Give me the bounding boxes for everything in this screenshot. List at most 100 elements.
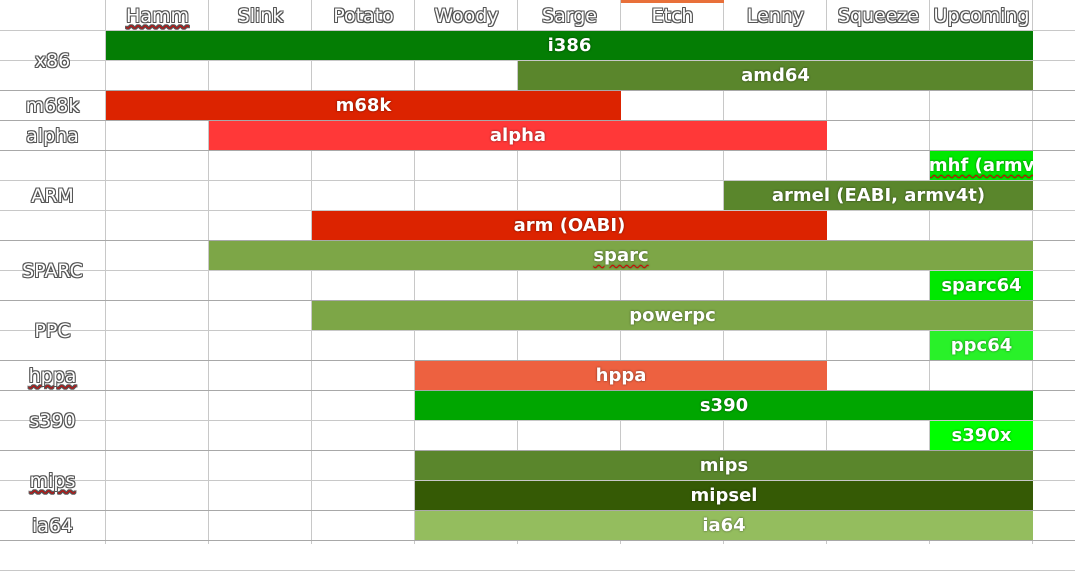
arch-bar-amd64[interactable]: amd64 [518, 61, 1033, 90]
arch-bar-s390x[interactable]: s390x [930, 421, 1033, 450]
arch-bar-label: powerpc [629, 305, 716, 326]
column-header-label: Woody [434, 4, 499, 27]
arch-bar-arm[interactable]: arm (OABI) [312, 211, 827, 240]
selected-column-indicator [621, 0, 724, 3]
row-group-arm: ARM [0, 151, 105, 240]
arch-bar-ppc64[interactable]: ppc64 [930, 331, 1033, 360]
grid-line-horizontal [0, 330, 1075, 331]
row-group-label: hppa [28, 364, 77, 387]
grid-line-vertical [723, 0, 724, 544]
column-header-slink[interactable]: Slink [209, 2, 312, 29]
arch-bar-hppa[interactable]: hppa [415, 361, 827, 390]
group-separator [0, 240, 1075, 241]
arch-bar-i386[interactable]: i386 [106, 31, 1033, 60]
row-group-sparc: SPARC [0, 241, 105, 300]
column-header-label: Sarge [542, 4, 597, 27]
arch-bar-label: amd64 [741, 65, 810, 86]
arch-bar-label: arm (OABI) [513, 215, 626, 236]
grid-line-horizontal [0, 270, 1075, 271]
arch-bar-armel[interactable]: armel (EABI, armv4t) [724, 181, 1033, 210]
column-header-label: Potato [333, 4, 394, 27]
grid-line-vertical [208, 0, 209, 544]
arch-bar-alpha[interactable]: alpha [209, 121, 827, 150]
row-group-label: PPC [34, 319, 71, 342]
row-group-ia64: ia64 [0, 511, 105, 540]
arch-bar-m68k[interactable]: m68k [106, 91, 621, 120]
column-header-lenny[interactable]: Lenny [724, 2, 827, 29]
row-group-label: alpha [26, 124, 79, 147]
column-header-label: Upcoming [933, 4, 1030, 27]
arch-bar-label: sparc64 [941, 275, 1022, 296]
grid-line-horizontal [0, 210, 1075, 211]
row-group-label: ARM [31, 184, 74, 207]
row-group-alpha: alpha [0, 121, 105, 150]
arch-bar-label: armel (EABI, armv4t) [771, 185, 986, 206]
column-header-etch[interactable]: Etch [621, 2, 724, 29]
arch-bar-mipsel[interactable]: mipsel [415, 481, 1033, 510]
column-header-label: Slink [237, 4, 284, 27]
row-group-label: ia64 [31, 514, 74, 537]
row-group-m68k: m68k [0, 91, 105, 120]
arch-bar-label: hppa [595, 365, 647, 386]
grid-line-vertical [826, 0, 827, 544]
row-group-label: x86 [34, 49, 71, 72]
arch-bar-label: alpha [489, 125, 547, 146]
column-header-woody[interactable]: Woody [415, 2, 518, 29]
row-group-hppa: hppa [0, 361, 105, 390]
group-separator [0, 120, 1075, 121]
arch-bar-ia64[interactable]: ia64 [415, 511, 1033, 540]
row-group-label: s390 [29, 409, 76, 432]
grid-line-vertical [414, 0, 415, 544]
arch-bar-sparc64[interactable]: sparc64 [930, 271, 1033, 300]
arch-bar-armhf[interactable]: armhf (armv7) [930, 151, 1033, 180]
group-separator [0, 150, 1075, 151]
column-header-hamm[interactable]: Hamm [106, 2, 209, 29]
column-header-label: Etch [651, 4, 694, 27]
group-separator [0, 300, 1075, 301]
group-separator [0, 360, 1075, 361]
row-group-ppc: PPC [0, 301, 105, 360]
arch-bar-label: s390 [699, 395, 749, 416]
arch-bar-label: s390x [951, 425, 1012, 446]
column-header-squeeze[interactable]: Squeeze [827, 2, 930, 29]
grid-line-vertical [517, 0, 518, 544]
arch-bar-label: i386 [547, 35, 592, 56]
group-separator [0, 390, 1075, 391]
grid-line-horizontal [0, 30, 1075, 31]
arch-bar-label: ia64 [702, 515, 746, 536]
arch-bar-powerpc[interactable]: powerpc [312, 301, 1033, 330]
group-separator [0, 90, 1075, 91]
grid-line-vertical [311, 0, 312, 544]
column-header-label: Squeeze [837, 4, 920, 27]
column-header-label: Lenny [746, 4, 805, 27]
row-group-label: SPARC [22, 259, 83, 282]
grid-line-horizontal [0, 180, 1075, 181]
row-group-label: m68k [25, 94, 80, 117]
arch-bar-mips[interactable]: mips [415, 451, 1033, 480]
row-group-mips: mips [0, 451, 105, 510]
arch-bar-label: mipsel [690, 485, 758, 506]
grid-line-vertical [620, 0, 621, 544]
arch-bar-label: mips [699, 455, 749, 476]
arch-bar-sparc[interactable]: sparc [209, 241, 1033, 270]
grid-line-horizontal [0, 60, 1075, 61]
group-separator [0, 540, 1075, 541]
row-group-x86: x86 [0, 31, 105, 90]
column-header-sarge[interactable]: Sarge [518, 2, 621, 29]
group-separator [0, 510, 1075, 511]
row-group-label: mips [29, 469, 76, 492]
column-header-label: Hamm [126, 4, 189, 27]
arch-bar-label: ppc64 [950, 335, 1013, 356]
arch-bar-s390[interactable]: s390 [415, 391, 1033, 420]
row-group-s390: s390 [0, 391, 105, 450]
grid-line-horizontal [0, 480, 1075, 481]
arch-bar-label: sparc [593, 245, 649, 266]
grid-line-vertical [929, 0, 930, 544]
column-header-potato[interactable]: Potato [312, 2, 415, 29]
column-header-upcoming[interactable]: Upcoming [930, 2, 1033, 29]
arch-bar-label: m68k [335, 95, 392, 116]
grid-line-vertical [105, 0, 106, 544]
group-separator [0, 450, 1075, 451]
arch-bar-label: armhf (armv7) [930, 155, 1033, 176]
